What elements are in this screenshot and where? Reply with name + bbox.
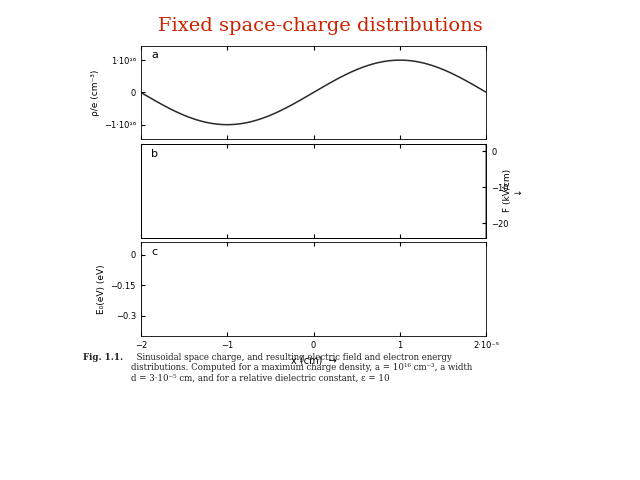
- Y-axis label: F (kV/cm)
↓: F (kV/cm) ↓: [503, 169, 523, 212]
- Y-axis label: ρ/e (cm⁻³): ρ/e (cm⁻³): [91, 69, 100, 116]
- Text: b: b: [151, 149, 158, 159]
- Text: Fixed space-charge distributions: Fixed space-charge distributions: [157, 17, 483, 35]
- Text: a: a: [151, 50, 158, 60]
- Text: Fig. 1.1.: Fig. 1.1.: [83, 353, 124, 362]
- Text: Sinusoidal space charge, and resulting electric field and electron energy
distri: Sinusoidal space charge, and resulting e…: [131, 353, 472, 383]
- X-axis label: x (cm)  →: x (cm) →: [291, 355, 337, 365]
- Text: c: c: [151, 247, 157, 257]
- Y-axis label: E₀(eV) (eV): E₀(eV) (eV): [97, 264, 106, 314]
